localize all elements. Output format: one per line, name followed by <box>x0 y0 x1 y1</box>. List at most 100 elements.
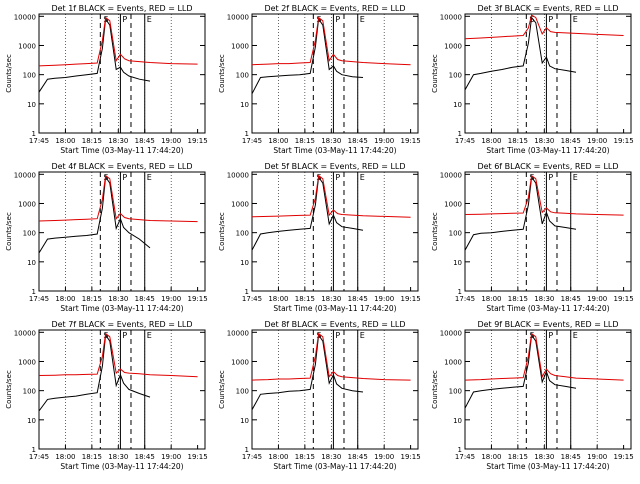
x-tick-label: 17:45 <box>29 137 49 145</box>
x-tick-label: 18:45 <box>561 295 581 303</box>
x-tick-label: 18:30 <box>108 295 128 303</box>
x-tick-label: 19:15 <box>614 295 634 303</box>
x-tick-label: 17:45 <box>242 137 262 145</box>
marker-label-p: P <box>335 173 340 182</box>
x-tick-label: 19:15 <box>614 137 634 145</box>
y-axis-label: Counts/sec <box>431 370 439 409</box>
x-tick-label: 17:45 <box>242 295 262 303</box>
plot-frame <box>251 329 419 450</box>
x-tick-label: 18:30 <box>534 137 554 145</box>
x-tick-label: 19:00 <box>161 137 181 145</box>
y-tick-label: 10000 <box>227 329 249 337</box>
marker-label-p: P <box>122 15 127 24</box>
y-tick-label: 100 <box>23 72 36 80</box>
y-axis-label: Counts/sec <box>431 54 439 93</box>
y-tick-label: 1000 <box>444 200 462 208</box>
series-line-lld <box>464 174 624 216</box>
y-tick-label: 1 <box>458 288 462 296</box>
series-line-lld <box>38 16 198 67</box>
x-tick-label: 18:00 <box>55 137 75 145</box>
plot-frame <box>251 171 419 292</box>
plot-frame <box>464 13 632 134</box>
y-tick-label: 10 <box>27 259 36 267</box>
x-tick-label: 18:30 <box>321 137 341 145</box>
x-tick-label: 18:45 <box>561 453 581 461</box>
y-tick-label: 1 <box>458 446 462 454</box>
y-tick-label: 10 <box>453 417 462 425</box>
y-tick-label: 1 <box>32 288 36 296</box>
y-tick-label: 1 <box>32 130 36 138</box>
panel-title: Det 5f BLACK = Events, RED = LLD <box>264 162 405 171</box>
y-tick-label: 100 <box>236 230 249 238</box>
y-tick-label: 1 <box>245 446 249 454</box>
y-tick-label: 1000 <box>444 42 462 50</box>
x-tick-label: 18:15 <box>82 137 102 145</box>
x-tick-label: 18:45 <box>135 453 155 461</box>
x-tick-label: 18:45 <box>561 137 581 145</box>
x-tick-label: 18:45 <box>348 137 368 145</box>
x-tick-label: 18:30 <box>108 137 128 145</box>
panel-title: Det 3f BLACK = Events, RED = LLD <box>477 4 618 13</box>
y-tick-label: 100 <box>449 388 462 396</box>
x-tick-label: 18:15 <box>295 295 315 303</box>
marker-label-e: E <box>147 15 152 24</box>
plot-frame <box>38 171 206 292</box>
x-tick-label: 19:15 <box>401 453 421 461</box>
x-tick-label: 17:45 <box>29 295 49 303</box>
x-axis-label: Start Time (03-May-11 17:44:20) <box>486 304 609 313</box>
y-tick-label: 100 <box>449 230 462 238</box>
y-tick-label: 10 <box>27 417 36 425</box>
marker-label-e: E <box>360 173 365 182</box>
x-tick-label: 19:00 <box>374 453 394 461</box>
plot-frame <box>38 13 206 134</box>
y-axis-label: Counts/sec <box>218 54 226 93</box>
y-tick-label: 1 <box>32 446 36 454</box>
x-tick-label: 18:30 <box>108 453 128 461</box>
x-tick-label: 18:45 <box>135 295 155 303</box>
panel-title: Det 6f BLACK = Events, RED = LLD <box>477 162 618 171</box>
y-tick-label: 1 <box>458 130 462 138</box>
panel-title: Det 4f BLACK = Events, RED = LLD <box>51 162 192 171</box>
x-tick-label: 19:15 <box>401 137 421 145</box>
x-tick-label: 18:15 <box>82 295 102 303</box>
plot-frame <box>251 13 419 134</box>
x-tick-label: 18:15 <box>508 137 528 145</box>
x-tick-label: 19:15 <box>188 295 208 303</box>
x-tick-label: 17:45 <box>455 137 475 145</box>
x-tick-label: 18:15 <box>508 295 528 303</box>
series-line-lld <box>251 174 411 218</box>
plot-frame <box>464 329 632 450</box>
x-tick-label: 18:00 <box>55 295 75 303</box>
plot-frame <box>464 171 632 292</box>
y-tick-label: 10000 <box>227 171 249 179</box>
panel-title: Det 7f BLACK = Events, RED = LLD <box>51 320 192 329</box>
x-tick-label: 18:00 <box>481 453 501 461</box>
y-tick-label: 10 <box>27 101 36 109</box>
plot-frame <box>38 329 206 450</box>
x-tick-label: 18:00 <box>268 295 288 303</box>
x-tick-label: 18:00 <box>481 295 501 303</box>
x-axis-label: Start Time (03-May-11 17:44:20) <box>273 462 396 471</box>
y-axis-label: Counts/sec <box>431 212 439 251</box>
series-line-events <box>464 175 577 251</box>
y-tick-label: 1000 <box>231 200 249 208</box>
y-tick-label: 1000 <box>231 42 249 50</box>
marker-label-e: E <box>360 15 365 24</box>
x-tick-label: 18:15 <box>82 453 102 461</box>
marker-label-e: E <box>147 331 152 340</box>
x-tick-label: 18:30 <box>534 453 554 461</box>
y-tick-label: 1 <box>245 288 249 296</box>
series-line-events <box>251 333 364 411</box>
x-tick-label: 18:00 <box>268 137 288 145</box>
series-line-lld <box>38 174 198 223</box>
x-tick-label: 17:45 <box>455 295 475 303</box>
y-tick-label: 100 <box>449 72 462 80</box>
x-axis-label: Start Time (03-May-11 17:44:20) <box>60 462 183 471</box>
x-tick-label: 19:00 <box>374 295 394 303</box>
series-line-lld <box>251 16 411 66</box>
marker-label-e: E <box>573 331 578 340</box>
series-line-events <box>38 333 151 412</box>
marker-label-e: E <box>147 173 152 182</box>
